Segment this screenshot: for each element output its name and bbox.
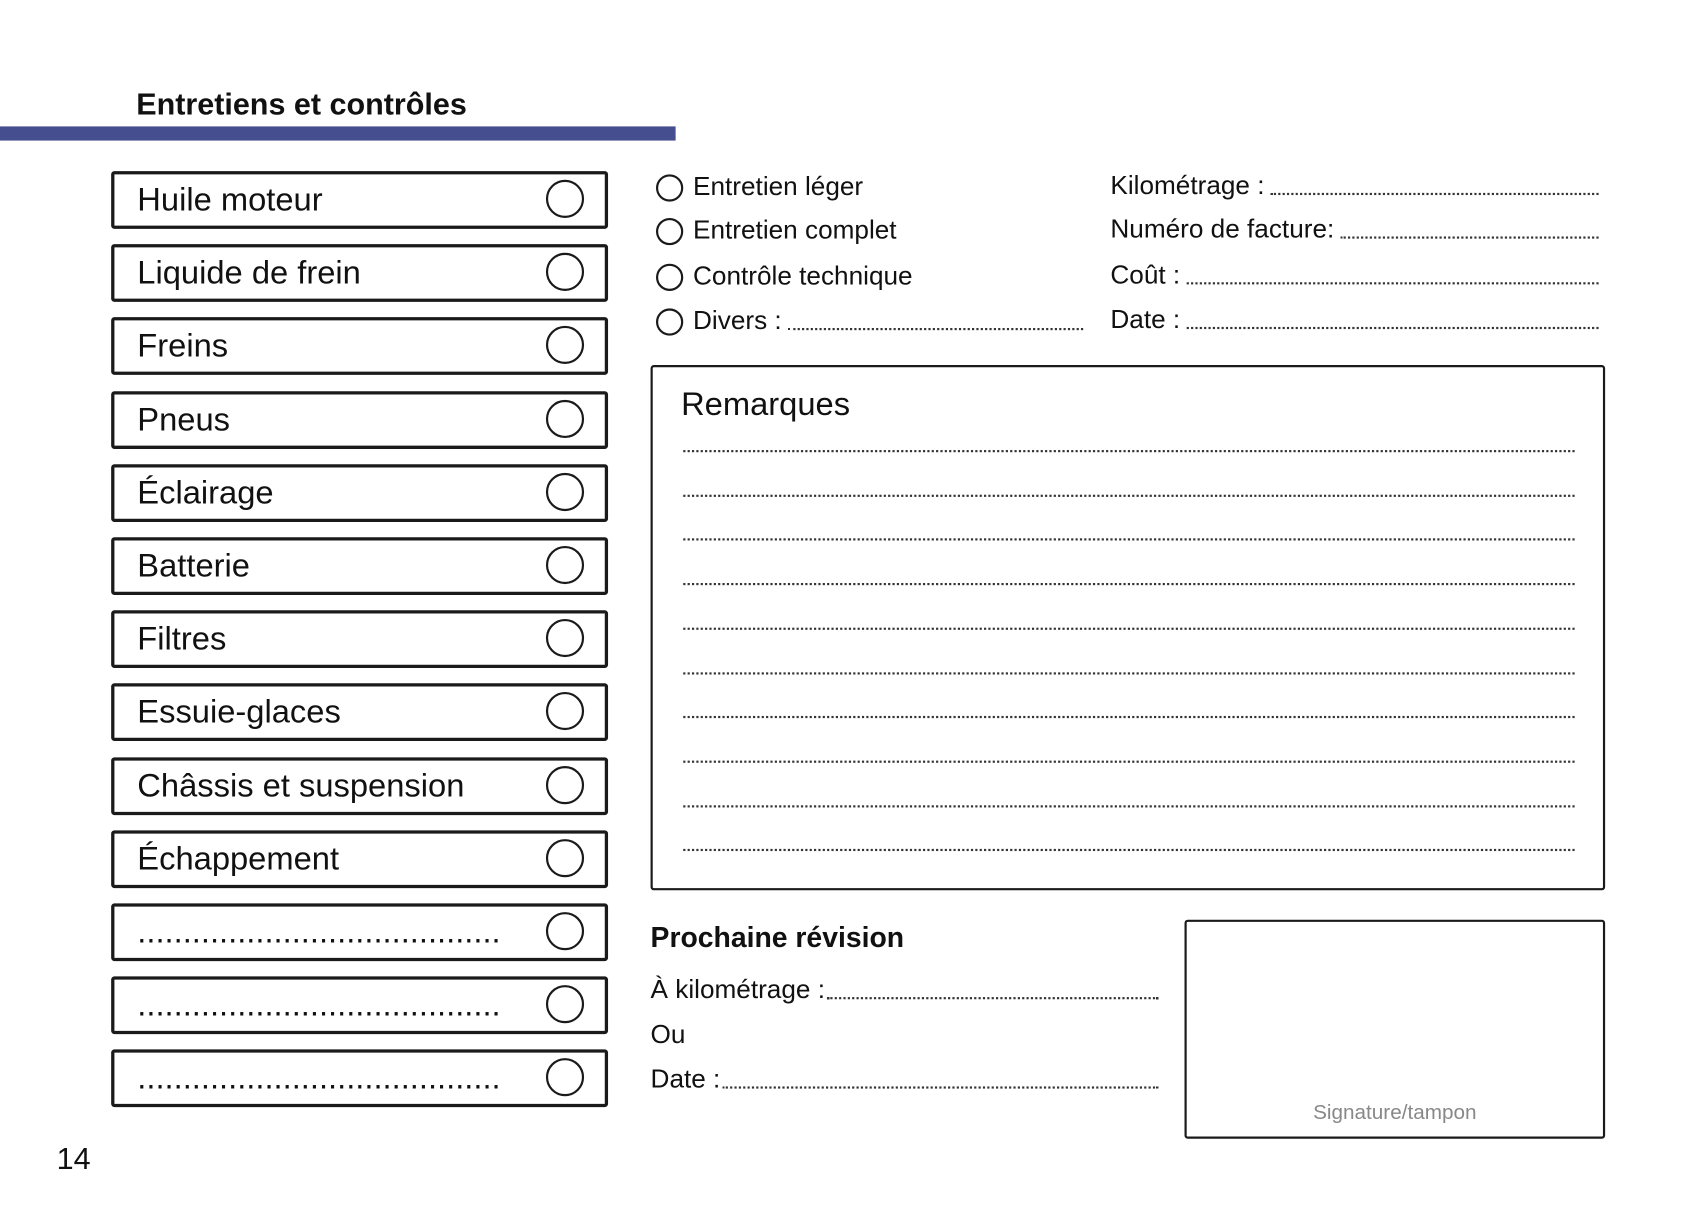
next-service-date-field[interactable]: Date :: [651, 1065, 1159, 1096]
remarks-dotted-line: [683, 804, 1575, 808]
checkbox-circle[interactable]: [545, 179, 585, 218]
signature-box[interactable]: Signature/tampon: [1184, 919, 1606, 1139]
checklist-item-label: Éclairage: [137, 474, 274, 511]
checkbox-circle[interactable]: [545, 912, 585, 951]
checklist-item[interactable]: Pneus: [111, 390, 609, 449]
remarks-dotted-line: [683, 760, 1575, 763]
checklist-item[interactable]: Éclairage: [111, 463, 609, 522]
remarks-box[interactable]: Remarques: [650, 365, 1606, 891]
next-service-title: Prochaine révision: [650, 920, 905, 954]
remarks-dotted-line: [683, 450, 1575, 453]
checklist-item[interactable]: Échappement: [111, 830, 609, 888]
remarks-dotted-line: [683, 849, 1575, 852]
or-label: Ou: [650, 1019, 686, 1050]
checklist-item[interactable]: Huile moteur: [111, 171, 609, 229]
signature-label: Signature/tampon: [1313, 1101, 1477, 1125]
checkbox-circle[interactable]: [545, 838, 585, 877]
next-service-mileage-field[interactable]: À kilométrage :: [651, 975, 1159, 1006]
checklist-item[interactable]: Freins: [111, 317, 609, 376]
checkbox-circle[interactable]: [545, 472, 585, 511]
checkbox-circle[interactable]: [545, 692, 585, 731]
checkbox-circle[interactable]: [545, 765, 585, 804]
option-label: Entretien léger: [693, 172, 864, 202]
field-label: Numéro de facture:: [1110, 214, 1335, 245]
divers-dotted-line: [788, 327, 1084, 331]
field-label: Coût :: [1110, 260, 1181, 290]
radio-circle[interactable]: [655, 263, 684, 291]
option-label: Entretien complet: [693, 215, 897, 246]
checklist-item[interactable]: ........................................: [111, 903, 609, 962]
checklist-item[interactable]: Châssis et suspension: [111, 756, 609, 815]
remarks-dotted-line: [683, 583, 1575, 586]
checkbox-circle[interactable]: [545, 985, 585, 1024]
checklist-item-label: ........................................: [137, 987, 501, 1024]
radio-circle[interactable]: [655, 173, 684, 202]
checklist-item-label: Liquide de frein: [137, 255, 361, 292]
field-dotted-line: [1340, 236, 1599, 239]
service-type-option[interactable]: Divers :: [655, 306, 1084, 337]
checklist-item-label: Filtres: [137, 621, 227, 658]
checklist-item-label: Châssis et suspension: [137, 767, 465, 804]
checkbox-circle[interactable]: [545, 1058, 585, 1097]
checklist-item-label: Freins: [137, 328, 229, 365]
remarks-dotted-line: [683, 538, 1575, 541]
remarks-title: Remarques: [681, 386, 851, 423]
page-number: 14: [56, 1142, 91, 1176]
checklist-item[interactable]: Essuie-glaces: [111, 683, 609, 742]
checkbox-circle[interactable]: [545, 253, 585, 292]
date-label: Date :: [650, 1064, 721, 1095]
mileage-dotted-line: [827, 997, 1159, 1000]
checklist-item-label: Pneus: [137, 401, 231, 438]
service-field[interactable]: Coût :: [1110, 260, 1599, 291]
service-type-option[interactable]: Entretien léger: [655, 172, 864, 203]
field-label: Kilométrage :: [1110, 171, 1265, 201]
checkbox-circle[interactable]: [545, 326, 585, 365]
checklist-item-label: ........................................: [137, 914, 501, 951]
field-dotted-line: [1186, 282, 1599, 285]
radio-circle[interactable]: [655, 217, 684, 245]
checklist-item-label: ........................................: [137, 1060, 501, 1097]
remarks-dotted-line: [683, 627, 1575, 630]
checklist-item-label: Huile moteur: [137, 181, 323, 218]
field-label: Date :: [1110, 305, 1181, 335]
checkbox-circle[interactable]: [545, 399, 585, 438]
service-type-option[interactable]: Entretien complet: [655, 215, 897, 247]
checklist-item[interactable]: Batterie: [111, 537, 609, 595]
checklist-item[interactable]: ........................................: [111, 1049, 609, 1108]
option-label: Divers :: [693, 306, 782, 336]
checklist-item[interactable]: Filtres: [111, 610, 609, 669]
page-title: Entretiens et contrôles: [136, 87, 467, 121]
mileage-label: À kilométrage :: [650, 975, 825, 1005]
remarks-dotted-line: [683, 716, 1575, 719]
remarks-dotted-line: [683, 671, 1575, 674]
field-dotted-line: [1271, 192, 1599, 196]
radio-circle[interactable]: [655, 307, 684, 336]
service-type-option[interactable]: Contrôle technique: [655, 261, 913, 293]
checklist-item-label: Échappement: [137, 841, 340, 877]
checklist-item-label: Essuie-glaces: [137, 694, 341, 731]
title-accent-bar: [0, 126, 676, 141]
remarks-dotted-line: [683, 494, 1575, 497]
checklist-item[interactable]: ........................................: [111, 976, 609, 1035]
option-label: Contrôle technique: [693, 261, 913, 291]
checklist-item-label: Batterie: [137, 548, 250, 585]
field-dotted-line: [1186, 326, 1599, 330]
checkbox-circle[interactable]: [545, 545, 585, 585]
service-field[interactable]: Kilométrage :: [1110, 171, 1599, 202]
service-field[interactable]: Date :: [1110, 305, 1599, 336]
date-dotted-line: [722, 1086, 1159, 1089]
service-field[interactable]: Numéro de facture:: [1110, 214, 1599, 246]
checkbox-circle[interactable]: [545, 619, 585, 658]
checklist-item[interactable]: Liquide de frein: [111, 244, 609, 303]
